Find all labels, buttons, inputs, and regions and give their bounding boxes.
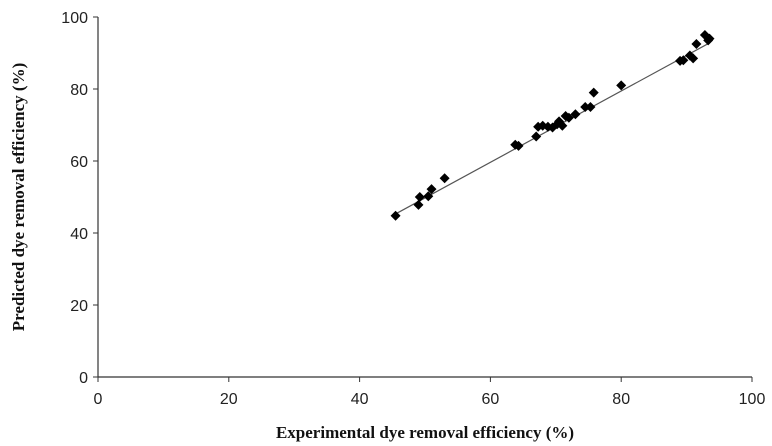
y-tick-label: 40 [70,226,88,243]
x-tick-label: 80 [612,391,630,408]
x-tick-label: 40 [351,391,369,408]
point [413,199,424,210]
point [426,184,437,195]
point [588,87,599,98]
point [570,109,581,120]
y-axis-title: Predicted dye removal efficiency (%) [9,63,28,331]
point [557,120,568,131]
y-tick-label: 100 [61,10,88,27]
point [704,33,715,44]
y-tick-label: 80 [70,82,88,99]
point [616,80,627,91]
y-tick-label: 0 [79,370,88,387]
x-tick-label: 20 [220,391,238,408]
x-tick-label: 0 [94,391,103,408]
point [585,102,596,112]
x-axis-title: Experimental dye removal efficiency (%) [276,423,574,442]
point [513,140,524,151]
point [691,39,702,49]
point [580,102,591,112]
point [423,191,434,202]
point [678,55,689,66]
x-tick-label: 100 [739,391,766,408]
point [390,210,401,221]
point [439,173,450,184]
point [688,53,699,64]
x-tick-label: 60 [482,391,500,408]
point [563,112,574,123]
point [531,131,542,142]
point [414,192,425,202]
y-tick-label: 20 [70,298,88,315]
y-tick-label: 60 [70,154,88,171]
